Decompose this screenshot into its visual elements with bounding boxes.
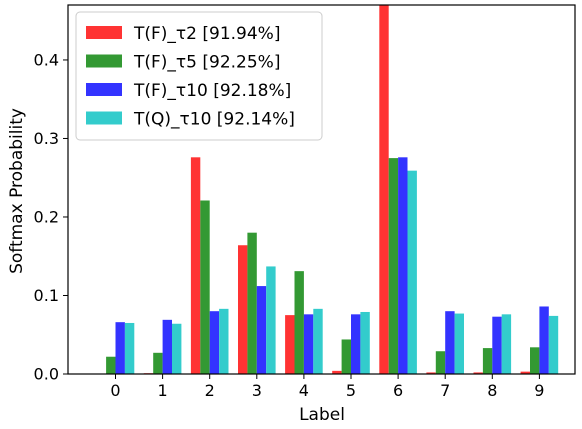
bar-t-q-10-92-14-label-1 <box>172 323 182 374</box>
bar-t-f-10-92-18-label-8 <box>492 316 502 374</box>
legend-label: T(Q)_τ10 [92.14%] <box>133 110 295 130</box>
bar-t-f-5-92-25-label-8 <box>482 348 493 374</box>
bar-t-q-10-92-14-label-6 <box>407 170 417 374</box>
bar-t-f-5-92-25-label-4 <box>294 271 304 374</box>
legend-label: T(F)_τ10 [92.18%] <box>133 81 291 101</box>
x-tick-label: 4 <box>299 381 309 400</box>
y-tick-label: 0.3 <box>34 129 59 148</box>
x-tick-label: 6 <box>393 381 403 400</box>
bar-t-f-5-92-25-label-1 <box>153 352 163 374</box>
bar-t-q-10-92-14-label-5 <box>360 311 370 374</box>
bar-t-f-10-92-18-label-7 <box>445 311 455 374</box>
y-tick-label: 0.2 <box>34 207 59 226</box>
bar-t-f-10-92-18-label-1 <box>162 319 172 374</box>
x-tick-label: 2 <box>205 381 215 400</box>
plot-frame <box>67 4 576 375</box>
x-tick-label: 1 <box>158 381 168 400</box>
x-tick-label: 8 <box>487 381 497 400</box>
bar-t-q-10-92-14-label-3 <box>266 266 276 374</box>
legend-label: T(F)_τ2 [91.94%] <box>133 24 280 44</box>
bar-t-f-5-92-25-label-9 <box>530 347 540 374</box>
bar-t-q-10-92-14-label-0 <box>124 322 135 374</box>
bar-t-f-2-91-94-label-7 <box>426 372 436 374</box>
bar-t-f-2-91-94-label-4 <box>285 315 295 374</box>
bar-t-f-2-91-94-label-6 <box>379 5 389 374</box>
axes-layer: 0.0 0.1 0.2 0.3 0.4 0 1 2 3 4 5 6 7 8 9 <box>34 4 576 400</box>
bar-t-q-10-92-14-label-7 <box>454 313 464 374</box>
legend: T(F)_τ2 [91.94%] T(F)_τ5 [92.25%] T(F)_τ10… <box>75 11 323 141</box>
bar-t-f-10-92-18-label-4 <box>303 314 314 374</box>
legend-box <box>75 11 323 141</box>
bar-t-q-10-92-14-label-8 <box>501 314 512 374</box>
bar-t-f-10-92-18-label-9 <box>539 306 549 374</box>
bar-t-f-5-92-25-label-2 <box>200 200 210 374</box>
bar-t-f-2-91-94-label-3 <box>238 245 248 374</box>
y-tick-label: 0.1 <box>34 286 59 305</box>
bar-t-q-10-92-14-label-4 <box>313 308 323 374</box>
x-tick-label: 5 <box>346 381 356 400</box>
legend-swatch <box>86 26 122 39</box>
bar-t-f-10-92-18-label-6 <box>398 157 408 374</box>
bar-t-f-10-92-18-label-0 <box>115 322 125 374</box>
bar-t-f-5-92-25-label-5 <box>341 339 351 374</box>
bar-t-f-5-92-25-label-0 <box>106 356 116 374</box>
bar-t-f-2-91-94-label-5 <box>332 370 342 374</box>
x-axis-label: Label <box>299 405 345 425</box>
bar-t-f-10-92-18-label-2 <box>209 311 220 374</box>
bar-t-f-10-92-18-label-3 <box>256 286 267 374</box>
bars-layer <box>106 5 559 374</box>
bar-t-f-5-92-25-label-3 <box>247 232 257 374</box>
bar-t-f-10-92-18-label-5 <box>351 314 361 374</box>
legend-swatch <box>86 111 122 125</box>
legend-swatch <box>86 83 122 96</box>
bar-t-f-2-91-94-label-8 <box>473 372 483 374</box>
bar-t-q-10-92-14-label-9 <box>548 315 559 374</box>
x-tick-label: 0 <box>110 381 120 400</box>
y-tick-label: 0.4 <box>34 50 59 69</box>
bar-t-f-5-92-25-label-7 <box>435 351 446 374</box>
bar-t-f-2-91-94-label-9 <box>520 371 530 374</box>
legend-label: T(F)_τ5 [92.25%] <box>133 53 280 73</box>
x-tick-label: 7 <box>440 381 450 400</box>
y-tick-label: 0.0 <box>34 365 59 384</box>
legend-swatch <box>86 54 122 68</box>
x-tick-label: 3 <box>252 381 262 400</box>
bar-t-q-10-92-14-label-2 <box>219 308 229 374</box>
x-tick-label: 9 <box>534 381 544 400</box>
y-axis-label: Softmax Probability <box>7 108 27 274</box>
bar-t-f-2-91-94-label-2 <box>190 157 201 374</box>
bar-t-f-5-92-25-label-6 <box>388 158 399 374</box>
